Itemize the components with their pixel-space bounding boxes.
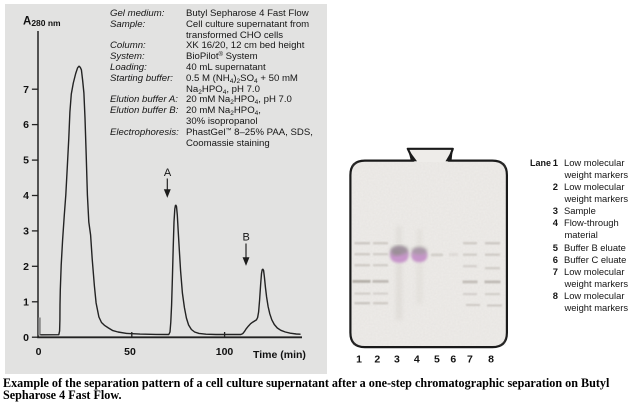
svg-text:4: 4 [23,190,29,202]
svg-text:A: A [164,167,172,179]
svg-text:2: 2 [23,261,29,273]
svg-text:B: B [243,232,250,244]
svg-text:7: 7 [23,84,29,96]
svg-text:5: 5 [434,354,440,366]
svg-text:0: 0 [36,346,42,358]
svg-text:5: 5 [23,155,29,167]
svg-text:3: 3 [23,226,29,238]
svg-text:6: 6 [450,354,456,366]
svg-text:100: 100 [216,346,234,358]
svg-text:8: 8 [488,354,494,366]
svg-text:Time (min): Time (min) [253,349,306,361]
svg-text:4: 4 [414,354,420,366]
svg-text:6: 6 [23,119,29,131]
svg-text:1: 1 [23,296,29,308]
svg-text:0: 0 [23,332,29,344]
svg-text:A280 nm: A280 nm [23,16,61,29]
svg-text:7: 7 [467,354,473,366]
svg-text:1: 1 [356,354,362,366]
svg-text:50: 50 [124,346,136,358]
svg-text:3: 3 [394,354,400,366]
svg-text:2: 2 [374,354,380,366]
